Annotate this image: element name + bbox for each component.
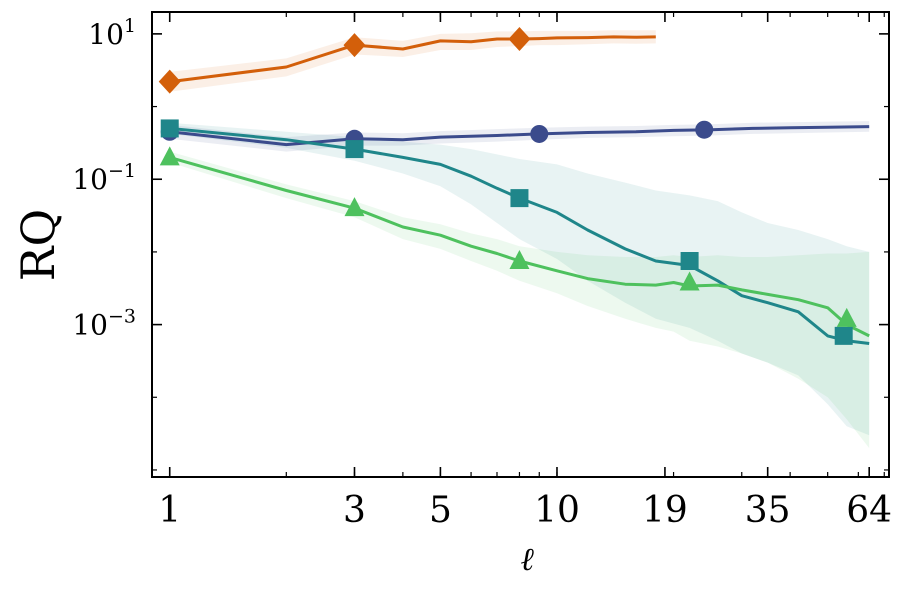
- y-tick-base: 10: [72, 163, 108, 196]
- x-tick-label: 10: [534, 490, 580, 531]
- plot-frame: [151, 11, 890, 478]
- marker-teal-square: [834, 326, 853, 345]
- marker-green-triangle: [679, 271, 700, 291]
- band-green-triangle: [169, 151, 870, 449]
- y-tick-label: 10−3: [72, 306, 136, 342]
- marker-indigo-circle: [530, 124, 549, 143]
- x-tick-label: 3: [343, 490, 366, 531]
- confidence-bands: [169, 30, 870, 449]
- y-tick-base: 10: [88, 18, 124, 51]
- x-tick-label: 5: [429, 490, 452, 531]
- y-tick-label: 101: [88, 15, 136, 51]
- marker-teal-square: [160, 119, 179, 138]
- y-axis-label: RQ: [11, 209, 65, 281]
- marker-green-triangle: [344, 197, 365, 217]
- x-tick-label: 64: [846, 490, 892, 531]
- line-teal-square: [169, 126, 870, 345]
- band-orange-diamond: [169, 30, 656, 92]
- band-teal-square: [169, 122, 870, 436]
- line-green-triangle: [169, 155, 870, 338]
- x-axis-label: ℓ: [520, 540, 534, 578]
- y-tick-exponent: −3: [108, 306, 136, 328]
- marker-orange-diamond: [158, 69, 181, 94]
- marker-green-triangle: [509, 249, 530, 269]
- marker-indigo-circle: [695, 120, 714, 139]
- marker-teal-square: [510, 189, 529, 208]
- line-indigo-circle: [169, 125, 870, 147]
- axis-ticks: [152, 12, 889, 477]
- y-tick-exponent: −1: [108, 160, 136, 182]
- x-tick-label: 35: [745, 490, 791, 531]
- y-tick-label: 10−1: [72, 160, 136, 196]
- x-tick-labels: 1 3 5 10 19 35 64: [158, 490, 892, 531]
- marker-green-triangle: [836, 307, 857, 327]
- marker-teal-square: [345, 140, 364, 159]
- series-markers: [158, 27, 857, 345]
- y-tick-base: 10: [72, 309, 108, 342]
- x-tick-label: 1: [158, 490, 181, 531]
- marker-orange-diamond: [508, 27, 531, 52]
- marker-orange-diamond: [343, 33, 366, 58]
- marker-green-triangle: [159, 146, 180, 166]
- y-tick-exponent: 1: [124, 15, 136, 37]
- x-tick-label: 19: [642, 490, 688, 531]
- marker-teal-square: [680, 251, 699, 270]
